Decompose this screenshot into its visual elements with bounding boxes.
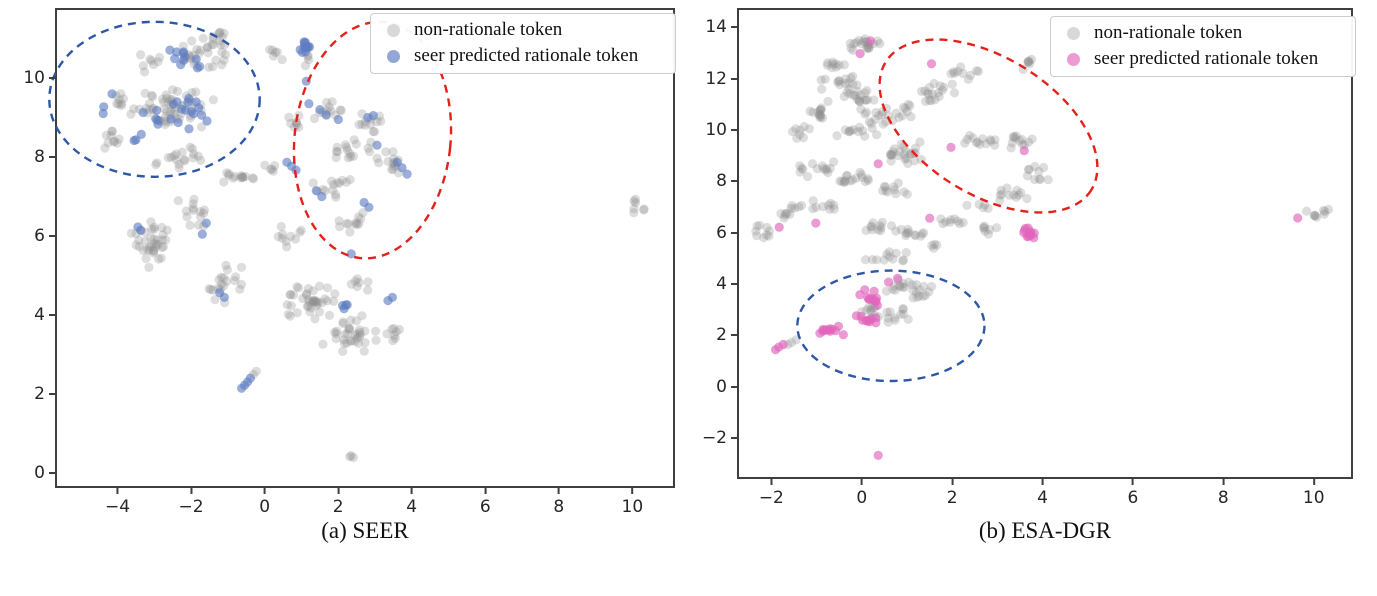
gray-dot-icon — [1067, 26, 1080, 40]
blue-cluster-ellipse — [48, 20, 261, 179]
y-tick-6: 6 — [716, 223, 737, 243]
x-tick-10: 10 — [622, 488, 643, 517]
legend-label: non-rationale token — [1094, 22, 1243, 43]
seer-plot-area: non-rationale token seer predicted ratio… — [48, 8, 676, 488]
seer-x-axis: −4 −2 0 2 4 6 8 10 — [55, 488, 675, 522]
seer-legend: non-rationale token seer predicted ratio… — [370, 13, 676, 74]
esa-dgr-y-axis: −2 0 2 4 6 8 10 12 14 — [689, 8, 737, 479]
pink-dot-icon — [1067, 52, 1080, 66]
x-tick-6: 6 — [480, 488, 491, 517]
x-tick--4: −4 — [105, 488, 130, 517]
caption-seer: (a) SEER — [321, 518, 409, 543]
x-tick-2: 2 — [333, 488, 344, 517]
esa-dgr-legend: non-rationale token seer predicted ratio… — [1050, 16, 1356, 77]
esa-dgr-plot-area: non-rationale token seer predicted ratio… — [737, 8, 1356, 479]
red-cluster-ellipse — [878, 38, 1099, 214]
legend-row-non-rationale: non-rationale token — [377, 18, 665, 42]
x-tick--2: −2 — [759, 479, 784, 508]
plot-seer: non-rationale token seer predicted ratio… — [23, 8, 676, 543]
y-tick-0: 0 — [34, 463, 55, 483]
rationale-points — [771, 36, 1303, 460]
non-rationale-points — [751, 34, 1333, 350]
x-tick-8: 8 — [553, 488, 564, 517]
y-tick-2: 2 — [716, 325, 737, 345]
esa-dgr-x-axis: −2 0 2 4 6 8 10 — [737, 479, 1353, 513]
x-tick-4: 4 — [1037, 479, 1048, 508]
legend-row-rationale: seer predicted rationale token — [1057, 47, 1345, 71]
scatter-canvas — [751, 34, 1333, 460]
x-tick-4: 4 — [406, 488, 417, 517]
y-tick-8: 8 — [34, 147, 55, 167]
y-tick-6: 6 — [34, 226, 55, 246]
y-tick-4: 4 — [34, 305, 55, 325]
y-tick-10: 10 — [705, 120, 737, 140]
x-tick-2: 2 — [947, 479, 958, 508]
y-tick-0: 0 — [716, 377, 737, 397]
rationale-points — [98, 37, 412, 393]
y-tick-10: 10 — [23, 68, 55, 88]
x-tick-6: 6 — [1128, 479, 1138, 508]
x-tick-0: 0 — [259, 488, 270, 517]
caption-esa-dgr: (b) ESA-DGR — [978, 518, 1112, 543]
y-tick-4: 4 — [716, 274, 737, 294]
legend-row-non-rationale: non-rationale token — [1057, 21, 1345, 45]
legend-label: non-rationale token — [414, 19, 563, 40]
y-tick-8: 8 — [716, 171, 737, 191]
x-tick--2: −2 — [179, 488, 204, 517]
x-tick-10: 10 — [1303, 479, 1325, 508]
y-tick-2: 2 — [34, 384, 55, 404]
legend-label: seer predicted rationale token — [1094, 48, 1319, 69]
legend-row-rationale: seer predicted rationale token — [377, 44, 665, 68]
y-tick-12: 12 — [705, 69, 737, 89]
x-tick-0: 0 — [856, 479, 867, 508]
scatter-canvas — [48, 20, 649, 463]
blue-dot-icon — [387, 49, 400, 63]
y-tick-14: 14 — [705, 17, 737, 37]
seer-y-axis: 0 2 4 6 8 10 — [7, 8, 55, 488]
y-tick--2: −2 — [702, 428, 737, 448]
x-tick-8: 8 — [1218, 479, 1229, 508]
non-rationale-points — [100, 27, 649, 463]
gray-dot-icon — [387, 23, 400, 37]
blue-cluster-ellipse — [796, 269, 986, 383]
legend-label: seer predicted rationale token — [414, 45, 639, 66]
plot-esa-dgr: non-rationale token seer predicted ratio… — [702, 8, 1356, 543]
